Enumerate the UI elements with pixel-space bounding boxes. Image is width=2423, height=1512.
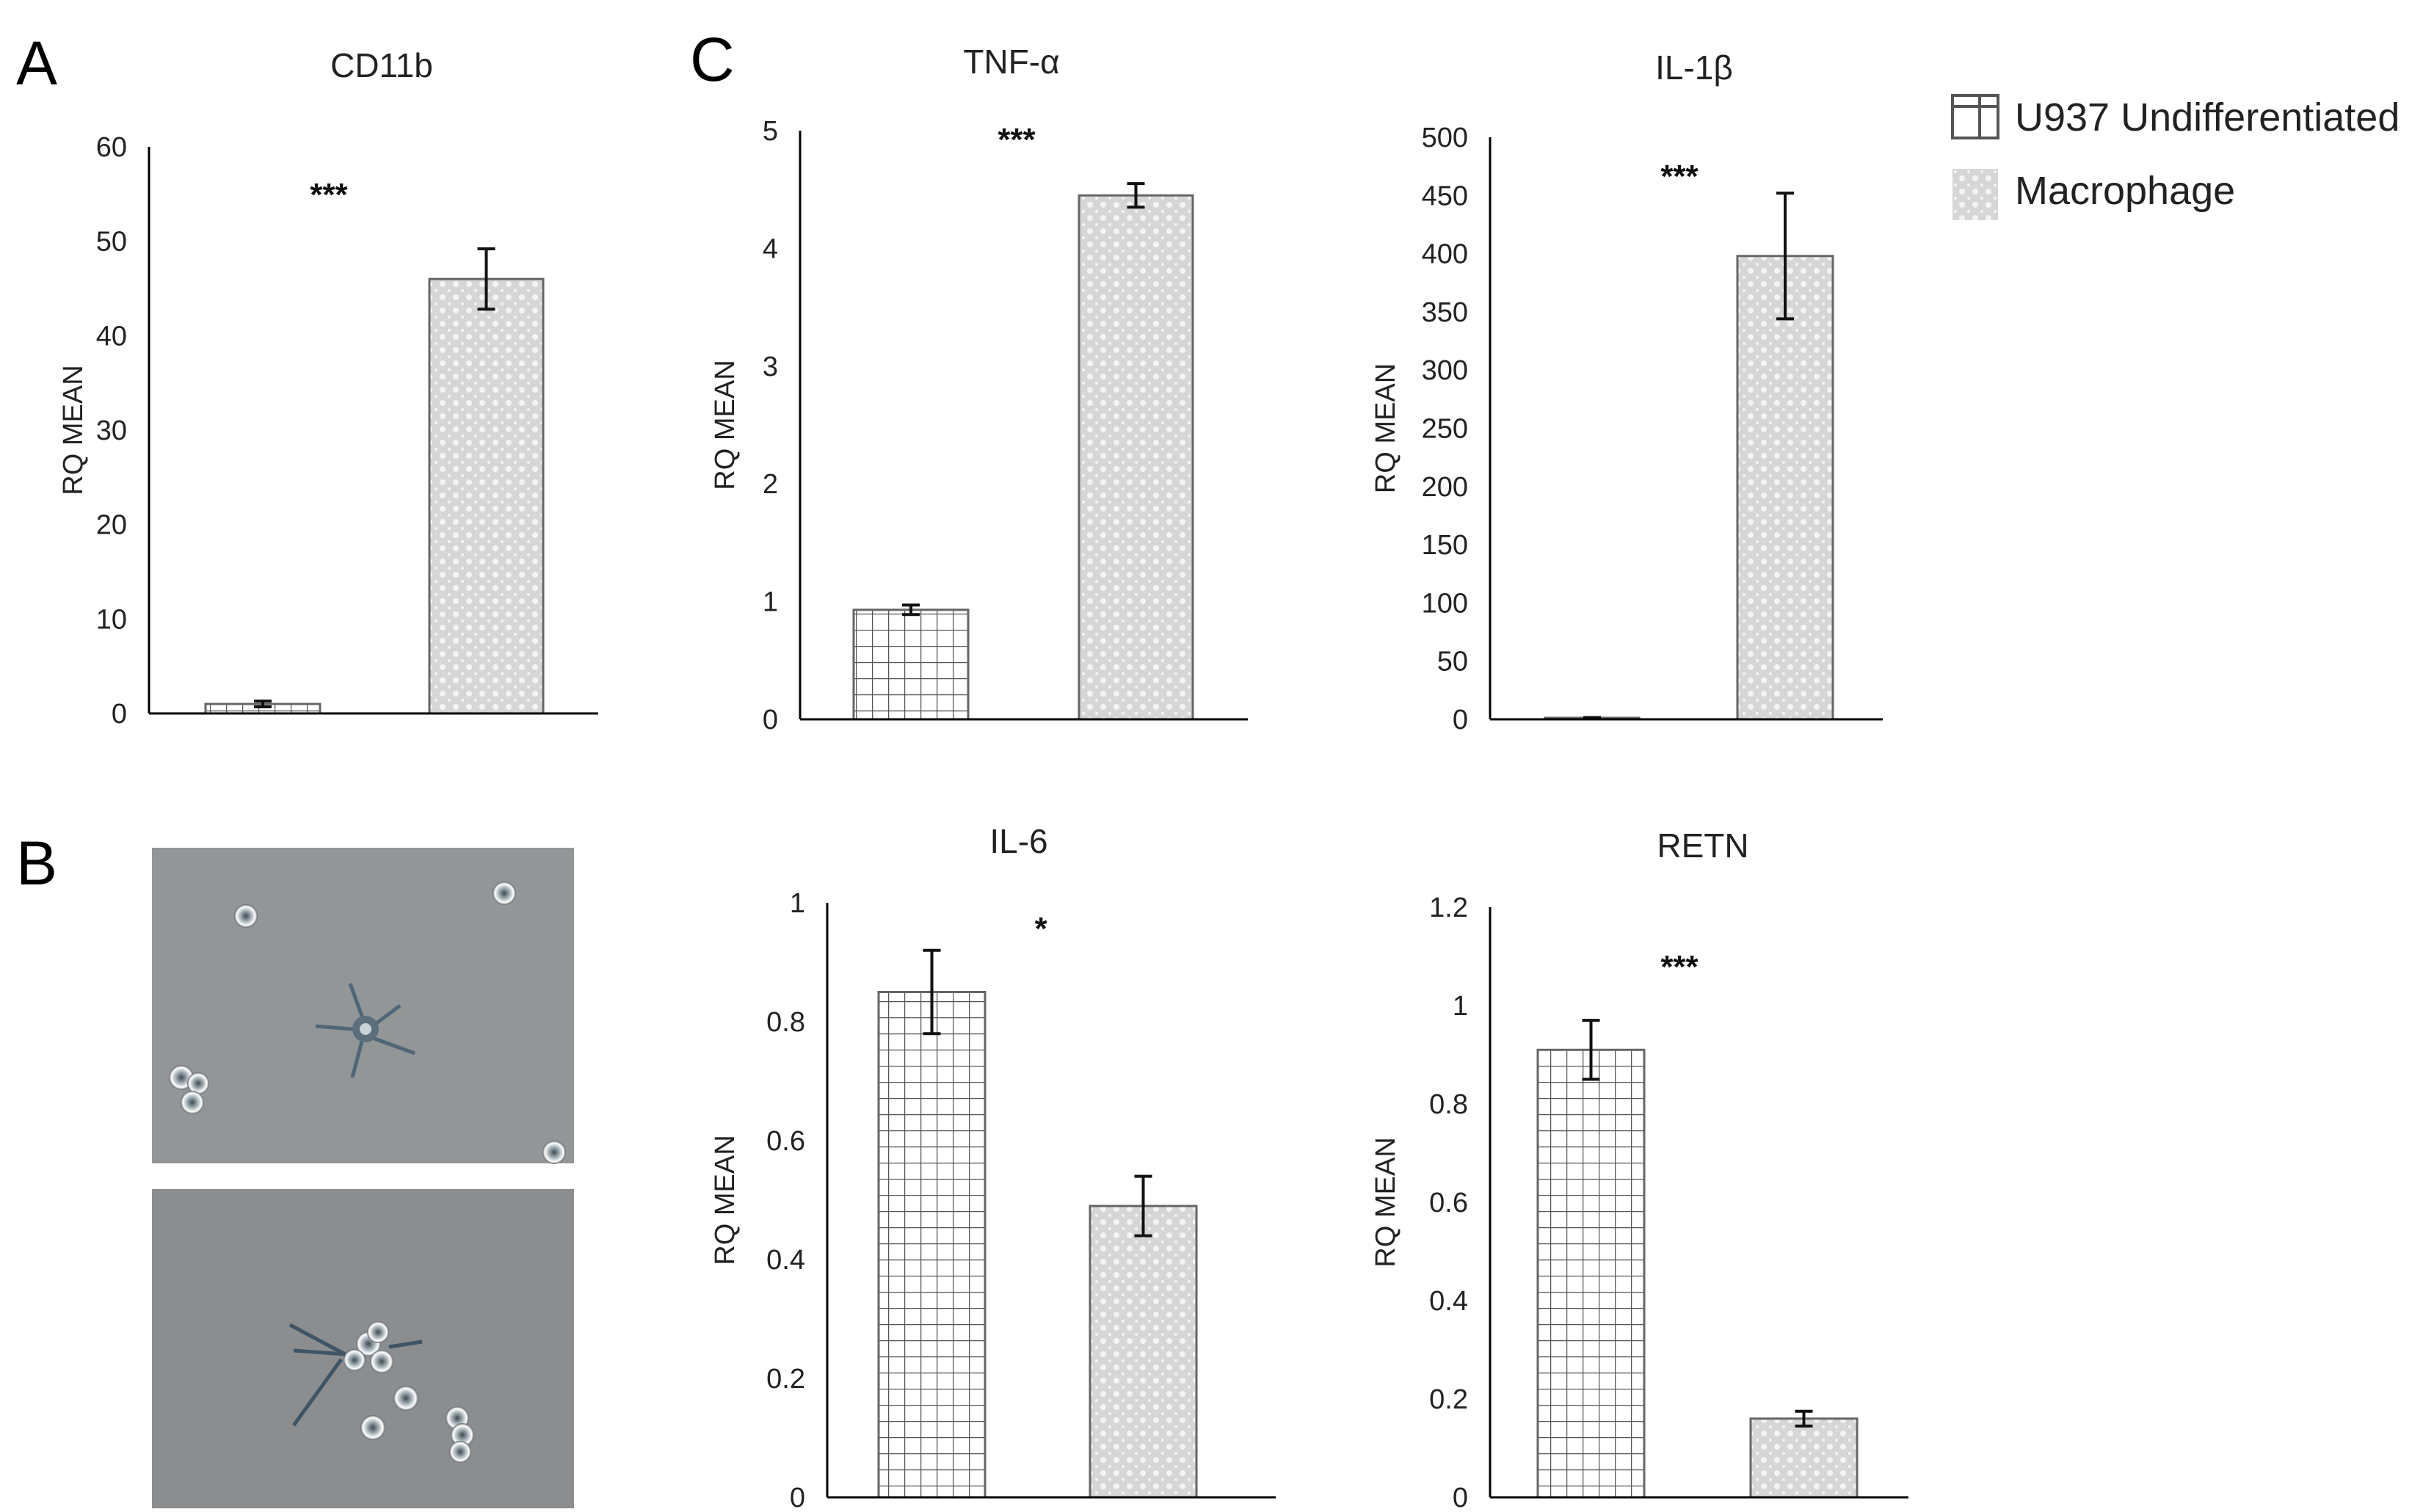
chart-il-1beta: IL-1β RQ MEAN 0 50 100 150 200 250 300 350 400 450 5…	[1370, 48, 1883, 735]
chart-title: CD11b	[330, 46, 433, 84]
y-tick-label: 100	[1422, 588, 1468, 619]
legend-label-undifferentiated: U937 Undifferentiated	[2015, 95, 2400, 139]
y-axis-label: RQ MEAN	[710, 1135, 741, 1265]
y-tick-label: 10	[96, 604, 127, 635]
y-tick-label: 30	[96, 415, 127, 446]
y-tick-label: 0.6	[766, 1126, 805, 1157]
y-tick-label: 0.8	[1429, 1089, 1468, 1120]
y-tick-label: 0.4	[1429, 1286, 1468, 1317]
y-tick-label: 0.8	[766, 1007, 805, 1038]
y-tick-label: 150	[1422, 530, 1468, 561]
chart-title: IL-6	[989, 822, 1047, 860]
error-bar	[902, 603, 920, 617]
micrograph-top	[152, 848, 574, 1164]
error-bar	[254, 699, 272, 708]
y-tick-label: 1.2	[1429, 893, 1468, 923]
bar-macrophage	[1089, 1204, 1198, 1499]
y-tick-label: 0.2	[1429, 1384, 1468, 1415]
error-bar	[923, 948, 941, 1036]
y-tick-label: 400	[1422, 239, 1468, 270]
error-bar	[1795, 1409, 1813, 1428]
bar-macrophage	[1749, 1417, 1859, 1499]
chart-title: IL-1β	[1655, 48, 1733, 87]
legend: U937 Undifferentiated Macrophage	[1951, 94, 2400, 220]
legend-swatch-undifferentiated	[1951, 94, 1999, 139]
bar-macrophage	[428, 277, 545, 715]
y-tick-label: 0	[112, 699, 127, 730]
y-tick-label: 0	[790, 1483, 805, 1512]
y-tick-label: 250	[1422, 414, 1468, 445]
error-bar	[1582, 1019, 1600, 1081]
y-tick-label: 4	[763, 233, 778, 264]
significance-marker: ***	[310, 177, 348, 213]
chart-retn: RETN RQ MEAN 0 0.2 0.4 0.6 0.8 1 1.2 ***	[1370, 826, 1908, 1512]
bar-macrophage	[1736, 255, 1834, 721]
y-axis-label: RQ MEAN	[710, 360, 741, 490]
panel-letter-c: C	[690, 25, 735, 94]
y-tick-label: 0	[763, 705, 778, 735]
y-tick-label: 0.6	[1429, 1188, 1468, 1218]
y-tick-label: 350	[1422, 297, 1468, 328]
y-axis-label: RQ MEAN	[1370, 1137, 1401, 1267]
error-bar	[1127, 182, 1145, 209]
panel-letter-a: A	[16, 29, 57, 98]
significance-marker: ***	[998, 122, 1036, 158]
chart-il-6: IL-6 RQ MEAN 0 0.2 0.4 0.6 0.8 1 *	[710, 822, 1276, 1512]
legend-label-macrophage: Macrophage	[2015, 169, 2235, 213]
y-tick-label: 0.2	[766, 1364, 805, 1395]
panel-letter-b: B	[16, 829, 57, 898]
legend-swatch-macrophage	[1952, 169, 1998, 220]
chart-title: TNF-α	[963, 43, 1059, 81]
y-tick-label: 5	[763, 116, 778, 147]
y-tick-label: 0.4	[766, 1245, 805, 1276]
y-tick-label: 1	[790, 888, 805, 919]
bar-undifferentiated	[852, 608, 970, 721]
y-tick-label: 200	[1422, 472, 1468, 503]
significance-marker: ***	[1660, 949, 1699, 985]
y-tick-label: 0	[1453, 1483, 1468, 1512]
y-tick-label: 0	[1453, 705, 1468, 735]
y-tick-label: 500	[1422, 123, 1468, 153]
y-tick-label: 40	[96, 321, 127, 352]
bar-undifferentiated	[877, 991, 987, 1499]
significance-marker: ***	[1660, 159, 1699, 195]
chart-tnf-alpha: TNF-α RQ MEAN 0 1 2 3 4 5 ***	[710, 43, 1248, 735]
y-tick-label: 450	[1422, 181, 1468, 211]
y-tick-label: 60	[96, 132, 127, 163]
y-tick-label: 300	[1422, 355, 1468, 386]
y-tick-label: 2	[763, 469, 778, 500]
error-bar	[1134, 1174, 1152, 1237]
y-tick-label: 50	[1437, 647, 1468, 677]
y-tick-label: 20	[96, 510, 127, 541]
significance-marker: *	[1034, 911, 1047, 947]
bar-macrophage	[1078, 194, 1194, 721]
micrograph-bottom	[152, 1189, 574, 1508]
y-axis-label: RQ MEAN	[1370, 363, 1401, 493]
chart-cd11b: CD11b RQ MEAN 0 10 20 30 40 50 60 ***	[58, 46, 598, 730]
y-tick-label: 1	[763, 587, 778, 618]
chart-title: RETN	[1657, 826, 1748, 865]
error-bar	[477, 247, 495, 311]
error-bar	[1776, 192, 1794, 321]
y-tick-label: 50	[96, 227, 127, 258]
y-tick-label: 3	[763, 352, 778, 382]
y-tick-label: 1	[1453, 991, 1468, 1022]
y-axis-label: RQ MEAN	[58, 365, 89, 495]
bar-undifferentiated	[1536, 1048, 1646, 1499]
